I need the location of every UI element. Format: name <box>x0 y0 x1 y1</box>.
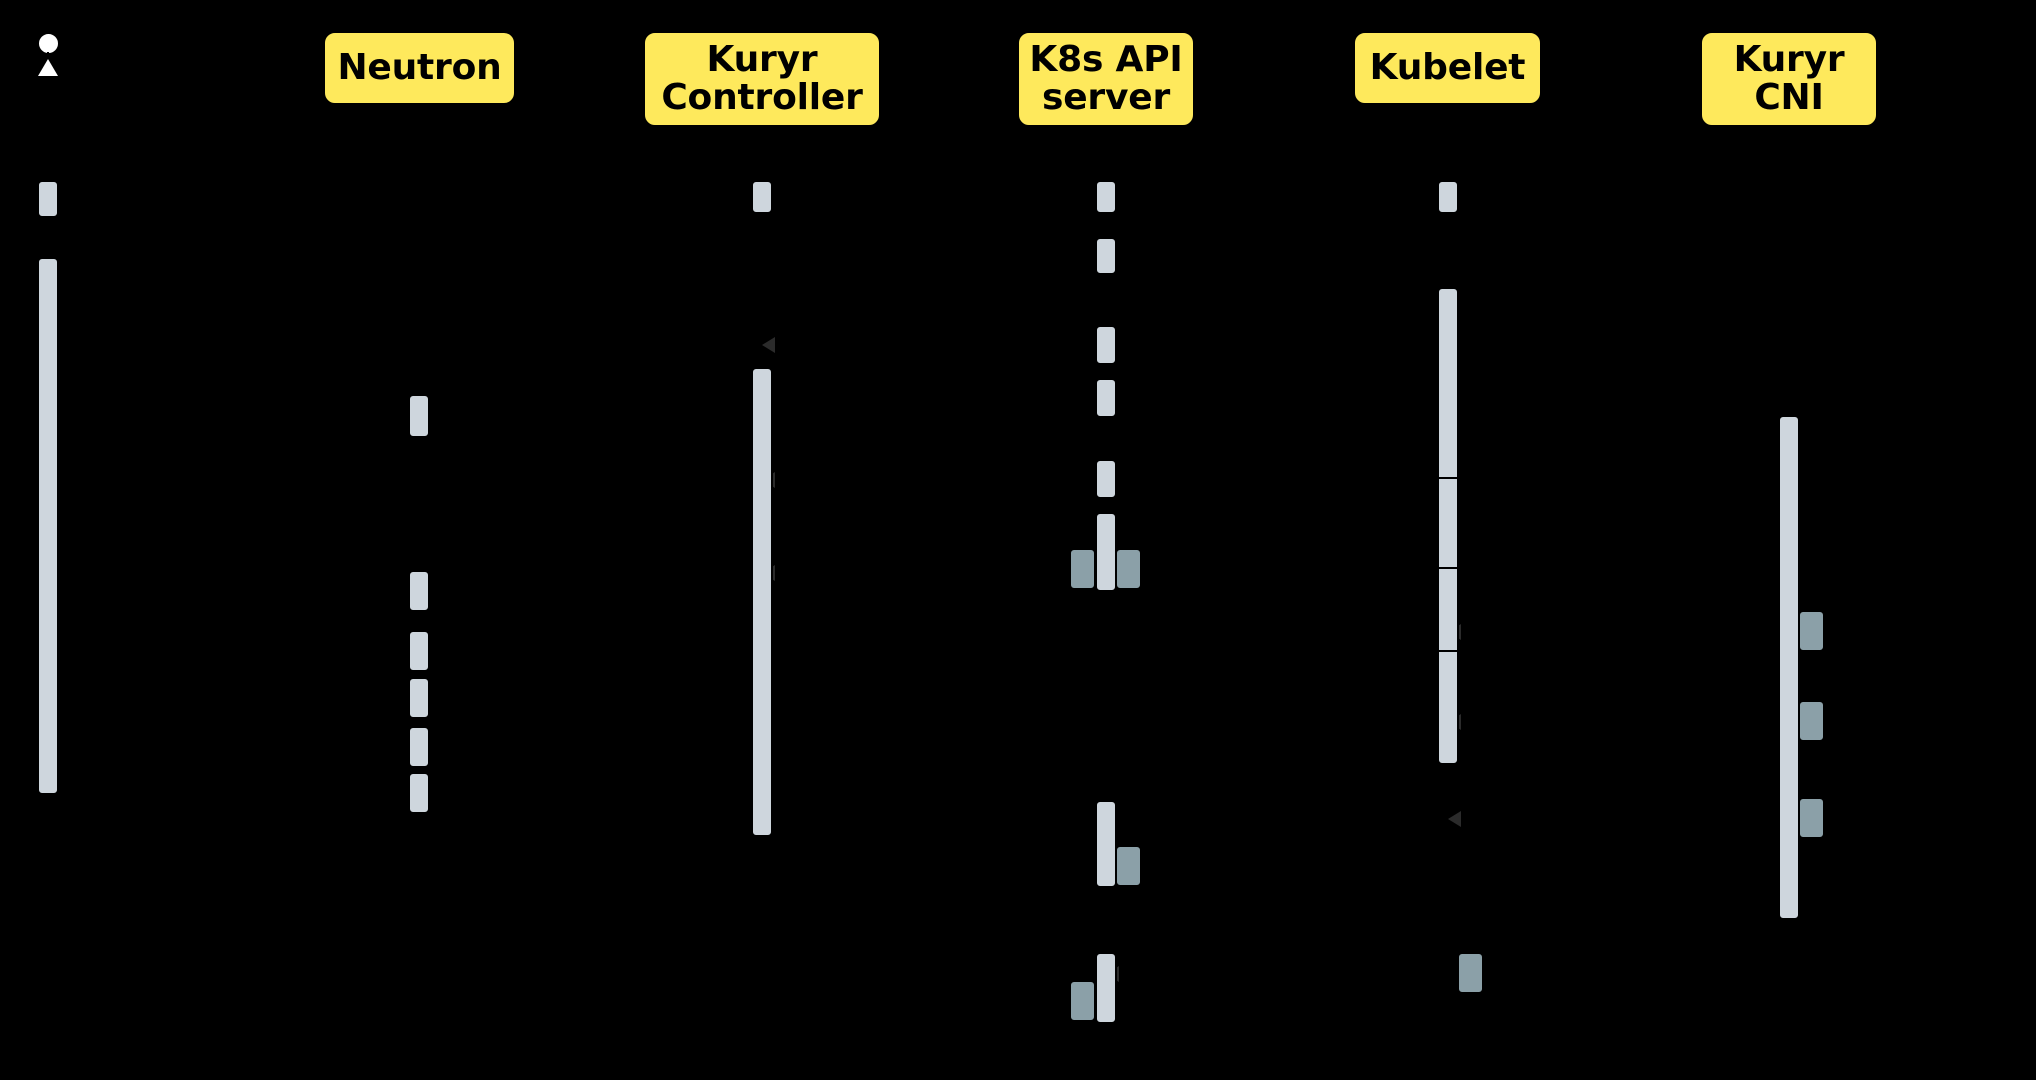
activation-bar-kuryr-controller <box>751 367 773 837</box>
message-line-actor-to-k8s-api-server <box>48 256 1106 258</box>
message-line-kuryr-cni-to-kubelet <box>1448 818 1789 820</box>
activation-bar-k8s-api-server <box>1095 512 1117 592</box>
message-line-kubelet-to-k8s-api-server <box>1106 973 1448 975</box>
activation-bar-k8s-api-server <box>1069 548 1096 590</box>
activation-bar-neutron <box>408 394 430 438</box>
activation-bar-k8s-api-server <box>1095 952 1117 1024</box>
message-line-kuryr-controller-to-k8s-api-server <box>762 197 1106 199</box>
message-line-kuryr-controller-to-k8s-api-server <box>762 398 1106 400</box>
participant-box-k8s-api-server[interactable]: K8s API server <box>1017 31 1195 127</box>
message-line-kuryr-cni-to-kubelet <box>1448 631 1789 633</box>
activation-bar-k8s-api-server <box>1095 459 1117 499</box>
message-line-k8s-api-server-to-kuryr-controller <box>762 344 1106 346</box>
participant-box-neutron[interactable]: Neutron <box>323 31 516 105</box>
activation-bar-neutron <box>408 677 430 719</box>
message-line-k8s-api-server-to-kuryr-controller <box>762 572 1106 574</box>
activation-bar-kuryr-cni <box>1798 610 1825 652</box>
activation-bar-k8s-api-server <box>1115 845 1142 887</box>
activation-divider <box>1437 477 1459 479</box>
message-line-neutron-to-kuryr-controller <box>419 745 762 747</box>
activation-bar-kubelet <box>1437 287 1459 765</box>
activation-bar-kubelet <box>1437 180 1459 214</box>
message-line-kubelet-to-kuryr-cni <box>1448 426 1789 428</box>
activation-divider <box>1437 650 1459 652</box>
activation-divider <box>1437 567 1459 569</box>
activation-bar-neutron <box>408 570 430 612</box>
actor-head-icon <box>39 34 58 53</box>
message-line-k8s-api-server-to-kubelet <box>1106 197 1448 199</box>
message-arrowhead-icon <box>1448 811 1461 827</box>
activation-bar-k8s-api-server <box>1095 237 1117 275</box>
activation-bar-neutron <box>408 630 430 672</box>
activation-bar-kuryr-controller <box>751 180 773 214</box>
participant-label-neutron: Neutron <box>337 46 502 88</box>
participant-label-k8s-api-server: K8s API server <box>1029 38 1183 118</box>
activation-bar-k8s-api-server <box>1069 980 1096 1022</box>
participant-box-kuryr-cni[interactable]: Kuryr CNI <box>1700 31 1878 127</box>
participant-label-kuryr-controller: Kuryr Controller <box>661 38 863 118</box>
activation-divider <box>1437 862 1459 864</box>
participant-box-kubelet[interactable]: Kubelet <box>1353 31 1542 105</box>
activation-bar-k8s-api-server <box>1095 180 1117 214</box>
activation-bar-neutron <box>408 726 430 768</box>
participant-label-kubelet: Kubelet <box>1369 46 1526 88</box>
activation-bar-k8s-api-server <box>1095 378 1117 418</box>
activation-bar-kuryr-cni <box>1778 415 1800 920</box>
stick-figure-actor-icon <box>28 30 68 125</box>
activation-bar-k8s-api-server <box>1095 325 1117 365</box>
activation-bar-kuryr-cni <box>1798 797 1825 839</box>
activation-bar-kubelet <box>1457 952 1484 994</box>
participant-label-kuryr-cni: Kuryr CNI <box>1733 38 1845 118</box>
message-line-k8s-api-server-to-kuryr-controller <box>762 479 1106 481</box>
message-arrowhead-icon <box>762 337 775 353</box>
activation-bar-k8s-api-server <box>1115 548 1142 590</box>
participant-box-kuryr-controller[interactable]: Kuryr Controller <box>643 31 881 127</box>
activation-bar-kuryr-cni <box>1798 700 1825 742</box>
activation-bar-k8s-api-server <box>1095 800 1117 888</box>
message-line-kuryr-cni-to-kubelet <box>1448 721 1789 723</box>
lifeline-k8s-api-server <box>1105 129 1107 1060</box>
actor-body-icon <box>38 59 58 76</box>
activation-bar-actor <box>37 257 59 795</box>
message-line-kubelet-to-k8s-api-server <box>1106 866 1448 868</box>
activation-bar-actor <box>37 180 59 218</box>
activation-bar-neutron <box>408 772 430 814</box>
